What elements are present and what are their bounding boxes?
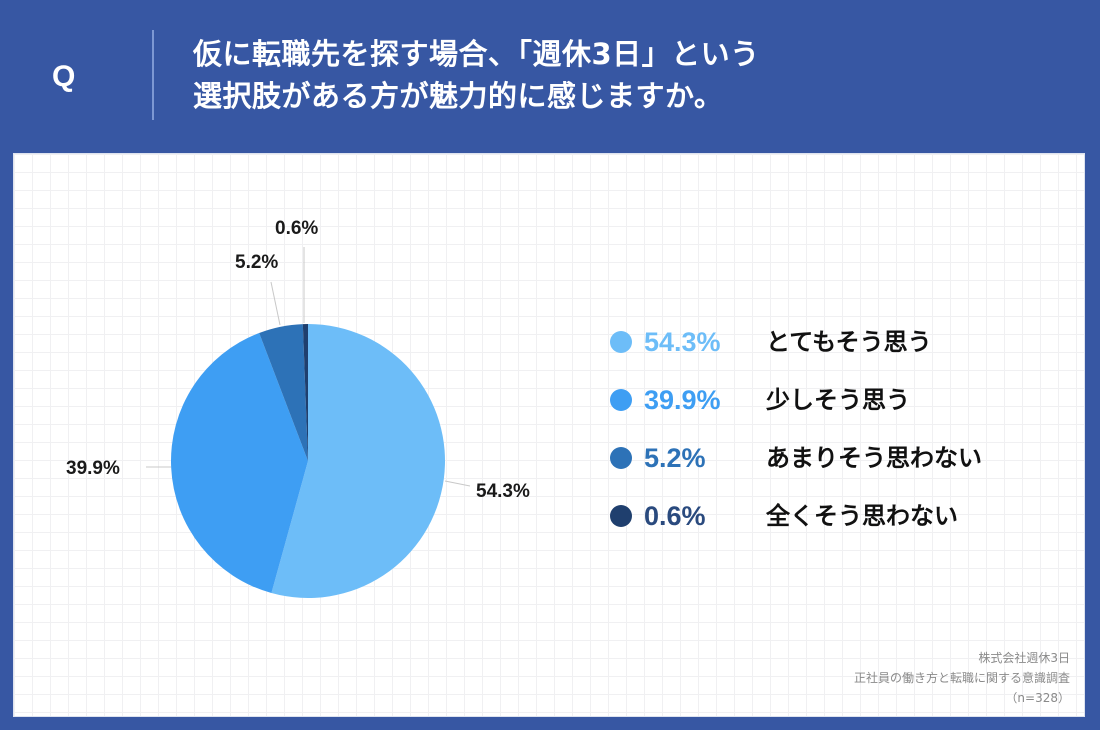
legend-swatch-icon: [610, 447, 632, 469]
title-line-2: 選択肢がある方が魅力的に感じますか。: [193, 79, 724, 113]
title-line-1: 仮に転職先を探す場合、「週休3日」という: [193, 37, 760, 71]
legend-label: とてもそう思う: [766, 328, 932, 356]
pie-slice: [271, 324, 445, 598]
pie-label-very-much: 54.3%: [476, 481, 530, 502]
pie-slice: [259, 324, 308, 461]
pie-slice: [302, 324, 308, 461]
legend-percent: 0.6%: [644, 501, 706, 531]
pie-label-not-at-all: 0.6%: [275, 218, 319, 239]
legend-percent: 5.2%: [644, 443, 706, 473]
legend-swatch-icon: [610, 389, 632, 411]
source-note: 株式会社週休3日 正社員の働き方と転職に関する意識調査 （n=328）: [854, 648, 1070, 708]
pie-label-somewhat: 39.9%: [66, 458, 120, 479]
pie-slice: [171, 332, 308, 594]
question-mark: Q: [52, 60, 76, 93]
legend-percent: 39.9%: [644, 385, 721, 415]
legend-percent: 54.3%: [644, 327, 721, 357]
source-sample-size: （n=328）: [1005, 691, 1070, 705]
source-company: 株式会社週休3日: [978, 651, 1070, 665]
question-title: 仮に転職先を探す場合、「週休3日」という 選択肢がある方が魅力的に感じますか。: [193, 33, 760, 117]
question-header: Q 仮に転職先を探す場合、「週休3日」という 選択肢がある方が魅力的に感じますか…: [0, 0, 1100, 153]
legend-swatch-icon: [610, 331, 632, 353]
source-survey: 正社員の働き方と転職に関する意識調査: [853, 671, 1070, 685]
legend-label: 少しそう思う: [766, 386, 910, 414]
legend-label: 全くそう思わない: [766, 502, 958, 530]
pie-label-not-much: 5.2%: [235, 252, 279, 273]
legend-label: あまりそう思わない: [766, 444, 982, 472]
leader-lines: [146, 247, 471, 487]
legend-swatch-icon: [610, 505, 632, 527]
header-divider: [152, 30, 154, 120]
